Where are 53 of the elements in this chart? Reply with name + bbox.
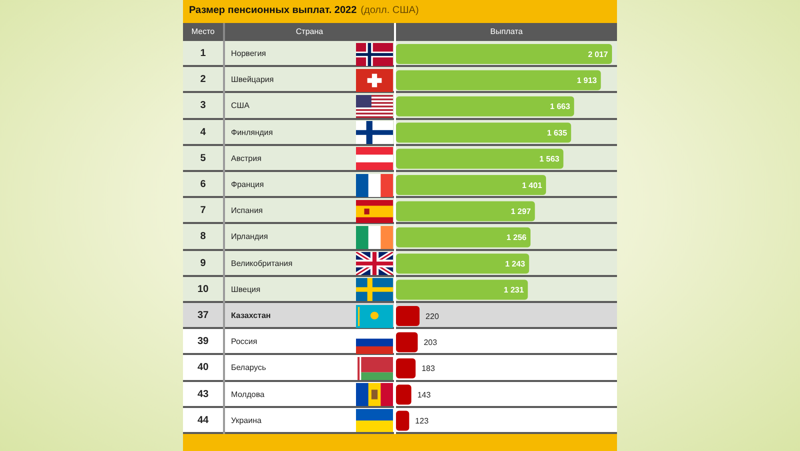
y-tick-label: США xyxy=(231,100,250,112)
data-label: 1 256 xyxy=(506,233,528,242)
y-tick-label: Казахстан xyxy=(231,310,271,322)
y2-tick-label: 37 xyxy=(196,309,210,323)
y-tick-label: Великобритания xyxy=(231,258,292,270)
text: Размер пенсионных выплат. 2022 xyxy=(189,5,357,16)
y2-tick-label: 4 xyxy=(199,126,207,140)
data-label: 220 xyxy=(426,312,440,321)
y2-tick-label: 6 xyxy=(199,178,207,192)
data-label: 2 017 xyxy=(588,50,609,59)
y2-tick-label: 40 xyxy=(196,361,210,376)
y-tick-label: Норвегия xyxy=(231,48,266,60)
y2-tick-label: 39 xyxy=(196,335,210,350)
data-label: 1 231 xyxy=(504,286,524,295)
data-label: 1 663 xyxy=(550,102,571,112)
x-axis-title: Выплата xyxy=(489,26,524,38)
data-label: 1 243 xyxy=(505,259,526,268)
data-label: 1 401 xyxy=(522,180,543,190)
y-tick-label: Франция xyxy=(231,179,264,191)
y2-tick-label: 9 xyxy=(199,256,207,271)
text: Место xyxy=(190,26,216,38)
y-tick-label: Беларусь xyxy=(231,362,266,374)
data-label: 1 563 xyxy=(539,154,560,164)
y2-tick-label: 5 xyxy=(199,152,207,166)
y-tick-label: Молдова xyxy=(231,388,264,401)
y-tick-label: Финляндия xyxy=(231,126,273,139)
bar xyxy=(396,332,418,352)
y2-tick-label: 7 xyxy=(199,204,207,218)
bar xyxy=(396,410,410,431)
y2-tick-label: 3 xyxy=(199,99,207,114)
y-axis-title: Страна xyxy=(294,26,324,38)
y2-tick-label: 2 xyxy=(199,73,207,88)
data-label: 1 913 xyxy=(576,76,598,85)
y2-tick-label: 10 xyxy=(196,282,210,297)
y2-tick-label: 43 xyxy=(196,388,210,402)
bar xyxy=(396,358,416,378)
y-tick-label: Испания xyxy=(231,205,263,218)
data-label: 1 635 xyxy=(547,128,568,138)
chart-subtitle: (долл. США) xyxy=(360,5,419,16)
data-label: 203 xyxy=(424,338,438,347)
y-tick-label: Швейцария xyxy=(231,74,274,86)
y-tick-label: Украина xyxy=(231,414,262,427)
y-tick-label: Швеция xyxy=(231,284,260,296)
y-tick-label: Австрия xyxy=(231,152,262,165)
y2-tick-label: 1 xyxy=(199,47,207,61)
y-tick-label: Ирландия xyxy=(231,231,268,244)
y-tick-label: Россия xyxy=(231,336,258,348)
data-label: 1 297 xyxy=(510,207,532,216)
y2-tick-label: 44 xyxy=(196,414,210,428)
y2-tick-label: 8 xyxy=(199,230,207,244)
data-label: 183 xyxy=(422,364,436,374)
data-label: 143 xyxy=(417,390,432,400)
data-label: 123 xyxy=(415,416,430,426)
